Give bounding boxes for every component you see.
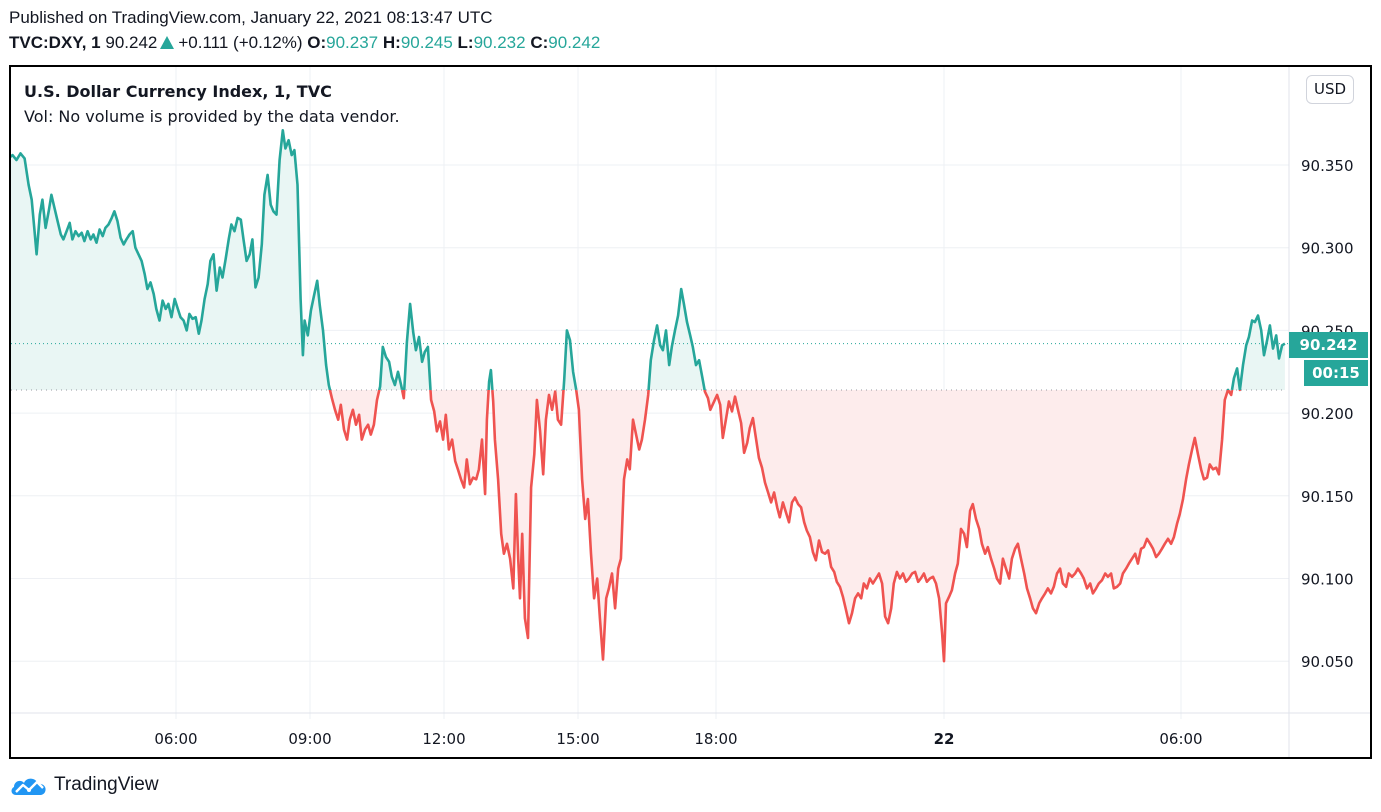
open-label: O: — [307, 33, 327, 52]
up-arrow-icon — [160, 36, 175, 49]
svg-text:09:00: 09:00 — [288, 730, 331, 748]
svg-text:15:00: 15:00 — [556, 730, 599, 748]
svg-text:22: 22 — [934, 730, 955, 748]
high-value: 90.245 — [400, 33, 453, 52]
svg-text:90.100: 90.100 — [1301, 571, 1354, 589]
svg-text:90.300: 90.300 — [1301, 240, 1354, 258]
open-value: 90.237 — [326, 33, 379, 52]
low-label: L: — [457, 33, 474, 52]
tradingview-brand: TradingView — [54, 774, 159, 795]
svg-text:06:00: 06:00 — [1159, 730, 1202, 748]
currency-button[interactable]: USD — [1306, 75, 1354, 104]
symbol-label: TVC:DXY, 1 — [9, 33, 101, 52]
last-price-label: 90.242 — [1289, 332, 1368, 358]
svg-text:90.200: 90.200 — [1301, 405, 1354, 423]
svg-text:18:00: 18:00 — [694, 730, 737, 748]
last-price: 90.242 — [105, 33, 158, 52]
symbol-summary-line: TVC:DXY, 1 90.242 +0.111 (+0.12%) O:90.23… — [9, 32, 600, 54]
svg-text:06:00: 06:00 — [154, 730, 197, 748]
close-value: 90.242 — [548, 33, 601, 52]
tradingview-footer: TradingView — [10, 772, 159, 798]
svg-text:90.050: 90.050 — [1301, 653, 1354, 671]
published-caption: Published on TradingView.com, January 22… — [9, 8, 493, 27]
chart-frame[interactable]: 90.05090.10090.15090.20090.25090.30090.3… — [9, 65, 1372, 759]
high-label: H: — [382, 33, 401, 52]
price-change: +0.111 (+0.12%) — [178, 33, 303, 52]
svg-text:90.350: 90.350 — [1301, 157, 1354, 175]
svg-text:90.150: 90.150 — [1301, 488, 1354, 506]
close-label: C: — [530, 33, 549, 52]
price-chart[interactable]: 90.05090.10090.15090.20090.25090.30090.3… — [11, 67, 1370, 757]
bar-countdown-label: 00:15 — [1304, 360, 1368, 386]
svg-text:12:00: 12:00 — [422, 730, 465, 748]
tradingview-logo-icon — [11, 778, 46, 795]
chart-title-legend: U.S. Dollar Currency Index, 1, TVC — [24, 82, 332, 101]
volume-legend: Vol: No volume is provided by the data v… — [24, 107, 400, 126]
low-value: 90.232 — [473, 33, 526, 52]
